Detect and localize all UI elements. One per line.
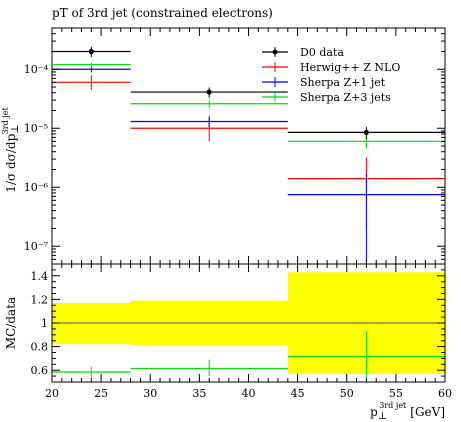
x-tick-label: 20 [45, 387, 59, 400]
ratio-x-ticks: 20 25 30 35 40 45 50 55 60 [45, 264, 452, 400]
ratio-data-band [52, 272, 445, 374]
legend-marker [272, 49, 278, 55]
x-label-unit: [GeV] [410, 405, 445, 419]
main-x-ticks [51, 28, 446, 264]
data-point [88, 48, 94, 55]
main-histograms [52, 46, 445, 264]
ratio-y-tick-label: 1.2 [31, 293, 49, 306]
y-label-main: 1/σ dσ/dp [4, 133, 18, 192]
ratio-panel: 0.6 0.8 1 1.2 1.4 20 25 30 35 40 45 50 55 60 MC/data [4, 263, 452, 400]
legend-label: Herwig++ Z NLO [300, 61, 400, 74]
y-tick-label: 10⁻⁷ [24, 240, 49, 253]
y-label-sub: ⊥ [10, 124, 21, 133]
x-tick-label: 40 [242, 387, 256, 400]
x-label-sub: ⊥ [378, 411, 387, 422]
x-label-main: p [370, 405, 378, 419]
x-axis-label: p⊥3rd jet [GeV] [370, 401, 445, 422]
data-point [363, 129, 369, 136]
x-tick-label: 50 [340, 387, 354, 400]
ratio-y-tick-label: 1.4 [31, 270, 49, 283]
legend-label: D0 data [300, 46, 344, 59]
x-tick-label: 60 [438, 387, 452, 400]
chart-title: pT of 3rd jet (constrained electrons) [52, 6, 273, 20]
legend-label: Sherpa Z+1 jet [300, 76, 386, 89]
x-label-sup: 3rd jet [379, 401, 407, 410]
main-y-axis-label: 1/σ dσ/dp⊥3rd jet [1, 107, 21, 193]
x-tick-label: 25 [94, 387, 108, 400]
ratio-series [52, 331, 445, 379]
y-label-sup: 3rd jet [1, 107, 10, 135]
main-y-ticks: 10⁻⁷ 10⁻⁶ 10⁻⁵ 10⁻⁴ [24, 27, 445, 265]
x-tick-label: 30 [143, 387, 157, 400]
ratio-y-tick-label: 0.6 [31, 364, 49, 377]
y-tick-label: 10⁻⁵ [24, 122, 48, 135]
x-tick-label: 55 [389, 387, 403, 400]
ratio-y-tick-label: 1 [41, 317, 48, 330]
ratio-y-ticks: 0.6 0.8 1 1.2 1.4 [31, 263, 445, 383]
y-tick-label: 10⁻⁶ [24, 181, 49, 194]
x-tick-label: 35 [192, 387, 206, 400]
ratio-y-axis-label: MC/data [4, 297, 18, 349]
legend: D0 data Herwig++ Z NLO Sherpa Z+1 jet Sherp… [262, 46, 400, 104]
data-point [206, 89, 212, 95]
data-uncertainty-band [52, 302, 131, 345]
x-tick-label: 45 [291, 387, 305, 400]
ratio-y-tick-label: 0.8 [31, 341, 49, 354]
legend-label: Sherpa Z+3 jets [300, 91, 391, 104]
main-panel: 10⁻⁷ 10⁻⁶ 10⁻⁵ 10⁻⁴ D0 data Herwig++ Z NLO Sh… [1, 27, 446, 265]
y-tick-label: 10⁻⁴ [24, 63, 49, 76]
